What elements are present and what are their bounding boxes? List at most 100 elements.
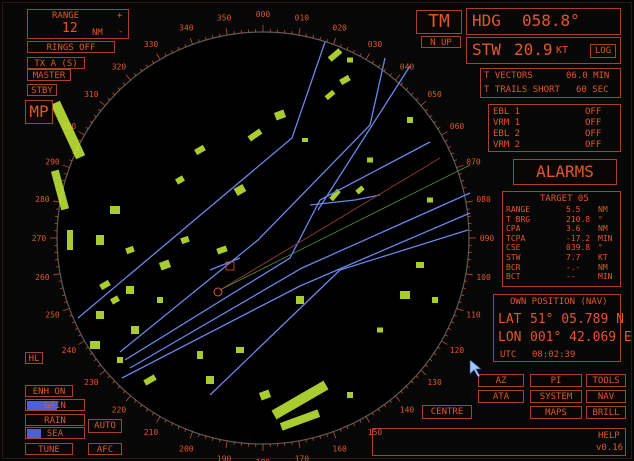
rain-control[interactable]: RAIN bbox=[25, 414, 85, 426]
range-minus-button[interactable]: - bbox=[118, 27, 124, 37]
radar-echo bbox=[273, 109, 287, 121]
radar-echo bbox=[197, 351, 203, 359]
bearing-label: 030 bbox=[368, 40, 383, 49]
ebl-vrm-label[interactable]: VRM 1 bbox=[493, 118, 521, 128]
range-value: 12 bbox=[62, 21, 78, 36]
bearing-tick bbox=[458, 301, 462, 303]
tune-button[interactable]: TUNE bbox=[25, 443, 73, 455]
bearing-tick bbox=[125, 395, 131, 402]
bearing-label: 170 bbox=[295, 455, 310, 461]
bearing-label: 130 bbox=[427, 378, 442, 387]
bearing-tick bbox=[93, 114, 97, 118]
bearing-tick bbox=[405, 385, 409, 389]
bearing-label: 220 bbox=[112, 406, 127, 415]
bearing-tick bbox=[61, 180, 66, 182]
bearing-tick bbox=[156, 416, 161, 423]
bearing-tick bbox=[460, 294, 465, 296]
menu-brill-button[interactable]: BRILL bbox=[586, 406, 626, 419]
help-button[interactable]: HELP bbox=[598, 431, 620, 441]
range-label: RANGE bbox=[52, 11, 80, 21]
target-row-unit: KT bbox=[598, 253, 608, 262]
bearing-tick bbox=[205, 36, 207, 41]
ebl-vrm-label[interactable]: VRM 2 bbox=[493, 140, 521, 150]
bearing-tick bbox=[400, 390, 404, 394]
target-row-key: CSE bbox=[506, 243, 521, 253]
stby-button[interactable]: STBY bbox=[27, 84, 57, 96]
motion-mode-button[interactable]: MP bbox=[25, 100, 53, 124]
gain-bar[interactable] bbox=[27, 401, 57, 410]
ebl-vrm-label[interactable]: EBL 1 bbox=[493, 107, 521, 117]
ebl-vrm-panel[interactable] bbox=[488, 104, 621, 152]
lat-value: 51° 05.789 N bbox=[530, 312, 624, 327]
hdg-label: HDG bbox=[472, 11, 501, 30]
bearing-tick bbox=[346, 426, 349, 430]
bearing-tick bbox=[371, 412, 375, 416]
ebl-vrm-value: OFF bbox=[585, 118, 602, 128]
vectors-value: 06.0 MIN bbox=[566, 71, 610, 81]
bearing-label: 250 bbox=[45, 311, 60, 320]
bearing-label: 000 bbox=[256, 10, 271, 19]
ebl-vrm-label[interactable]: EBL 2 bbox=[493, 129, 521, 139]
bearing-tick bbox=[145, 408, 149, 412]
alarms-button[interactable]: ALARMS bbox=[513, 159, 617, 185]
own-ship-marker bbox=[213, 287, 223, 297]
radar-echo bbox=[296, 296, 304, 304]
master-button[interactable]: MASTER bbox=[27, 69, 71, 81]
range-plus-button[interactable]: + bbox=[117, 11, 123, 21]
trails-label: T TRAILS SHORT bbox=[484, 85, 560, 95]
tm-button[interactable]: TM bbox=[416, 10, 462, 34]
log-button[interactable]: LOG bbox=[590, 44, 616, 58]
tx-button[interactable]: TX A (S) bbox=[27, 57, 85, 69]
sea-control[interactable]: SEA bbox=[25, 427, 85, 439]
bearing-tick bbox=[107, 97, 111, 101]
bearing-tick bbox=[78, 131, 85, 136]
radar-echo bbox=[400, 291, 410, 299]
menu-tools-button[interactable]: TOOLS bbox=[586, 374, 626, 387]
bearing-tick bbox=[333, 431, 337, 439]
range-panel[interactable] bbox=[27, 9, 129, 39]
bearing-tick bbox=[145, 64, 149, 68]
bearing-label: 190 bbox=[217, 455, 232, 461]
bearing-tick bbox=[319, 36, 321, 41]
bearing-tick bbox=[164, 419, 167, 423]
bearing-tick bbox=[89, 120, 93, 124]
bearing-tick bbox=[53, 200, 61, 203]
radar-echo bbox=[377, 327, 383, 333]
radar-echo bbox=[432, 297, 438, 303]
bearing-tick bbox=[58, 280, 62, 282]
bearing-tick bbox=[198, 433, 200, 437]
radar-echo bbox=[324, 89, 336, 101]
bearing-tick bbox=[346, 46, 349, 50]
bearing-tick bbox=[112, 92, 116, 96]
bearing-tick bbox=[359, 53, 362, 57]
rings-button[interactable]: RINGS OFF bbox=[27, 41, 115, 53]
nup-button[interactable]: N UP bbox=[421, 36, 461, 48]
vectors-panel[interactable] bbox=[480, 68, 621, 98]
bearing-tick bbox=[189, 37, 193, 45]
gain-control[interactable]: GAIN bbox=[25, 399, 85, 411]
target-row-unit: NM bbox=[598, 205, 608, 214]
lon-value: 001° 42.069 E bbox=[530, 330, 632, 345]
bearing-tick bbox=[447, 327, 452, 330]
menu-maps-button[interactable]: MAPS bbox=[530, 406, 582, 419]
enh-button[interactable]: ENH ON bbox=[25, 385, 73, 397]
auto-button[interactable]: AUTO bbox=[88, 419, 122, 433]
bearing-tick bbox=[205, 435, 207, 440]
menu-system-button[interactable]: SYSTEM bbox=[530, 390, 582, 403]
centre-button[interactable]: CENTRE bbox=[422, 405, 472, 419]
radar-echo bbox=[143, 374, 157, 386]
bearing-tick bbox=[64, 173, 68, 175]
menu-az-button[interactable]: AZ bbox=[478, 374, 524, 387]
menu-pi-button[interactable]: PI bbox=[530, 374, 582, 387]
target-row-key: CPA bbox=[506, 224, 521, 234]
hdg-value: 058.8° bbox=[522, 11, 580, 30]
hl-button[interactable]: HL bbox=[25, 352, 43, 364]
afc-button[interactable]: AFC bbox=[88, 443, 122, 455]
menu-ata-button[interactable]: ATA bbox=[478, 390, 524, 403]
bearing-tick bbox=[305, 439, 307, 443]
target-row-key: BCT bbox=[506, 272, 521, 282]
menu-nav-button[interactable]: NAV bbox=[586, 390, 626, 403]
sea-bar[interactable] bbox=[27, 429, 41, 438]
bearing-tick bbox=[456, 308, 464, 312]
